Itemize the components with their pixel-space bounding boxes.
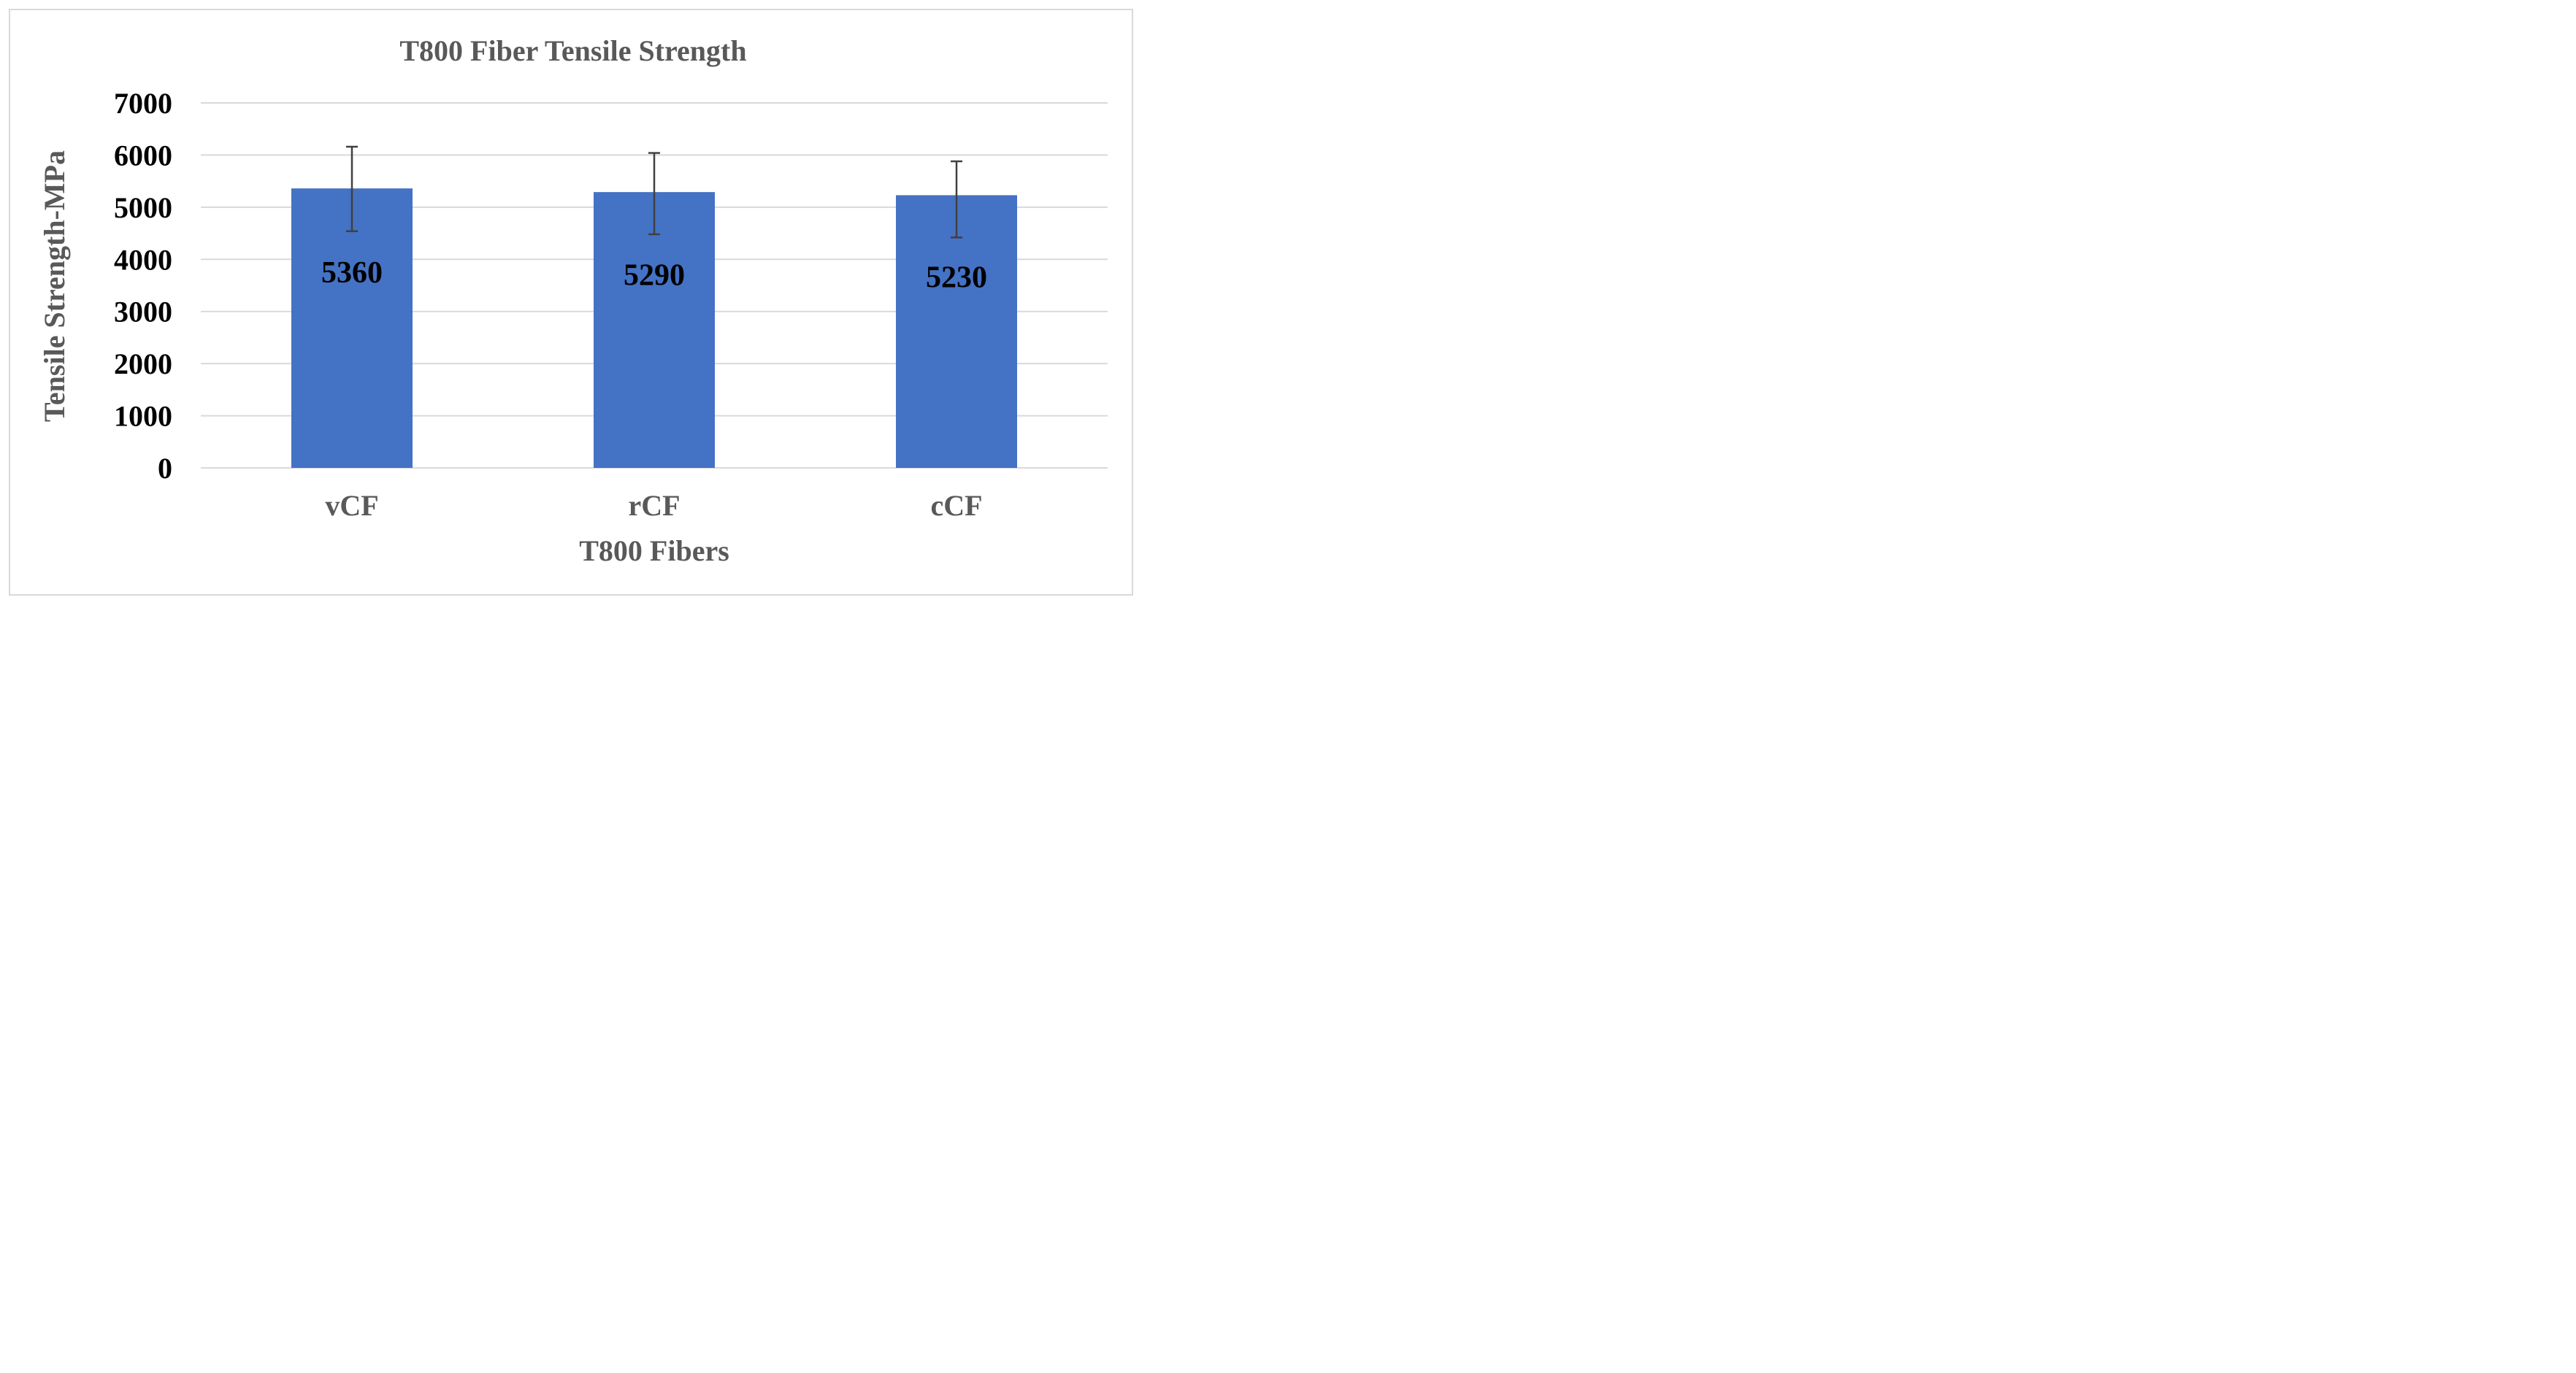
y-axis-title: Tensile Strength-MPa — [38, 150, 71, 422]
data-label-vCF: 5360 — [321, 256, 383, 290]
data-labels: 5360 5290 5230 — [321, 256, 987, 295]
x-tick-label-vCF: vCF — [325, 489, 378, 522]
error-bar-cCF — [951, 160, 962, 239]
bars — [291, 188, 1017, 468]
y-tick-label: 6000 — [114, 139, 172, 172]
bar-cCF — [896, 195, 1017, 468]
error-bar-rCF — [648, 152, 660, 236]
x-tick-label-rCF: rCF — [628, 489, 680, 522]
x-axis-title: T800 Fibers — [579, 534, 729, 567]
y-tick-label: 4000 — [114, 243, 172, 276]
y-tick-label: 7000 — [114, 87, 172, 120]
chart-title: T800 Fiber Tensile Strength — [399, 34, 746, 67]
bar-chart: T800 Fiber Tensile Strength 0 1000 2000 300… — [38, 34, 1108, 567]
data-label-rCF: 5290 — [624, 259, 685, 293]
y-tick-label: 5000 — [114, 191, 172, 224]
y-tick-label: 0 — [158, 452, 172, 485]
bar-vCF — [291, 188, 413, 468]
error-bars — [346, 145, 962, 239]
bar-rCF — [594, 192, 715, 468]
y-tick-label: 2000 — [114, 347, 172, 380]
error-bar-vCF — [346, 145, 358, 232]
y-axis-tick-labels: 0 1000 2000 3000 4000 5000 6000 7000 — [114, 87, 172, 485]
data-label-cCF: 5230 — [926, 261, 987, 295]
y-tick-label: 3000 — [114, 296, 172, 328]
x-axis-tick-labels: vCF rCF cCF — [325, 489, 982, 522]
x-tick-label-cCF: cCF — [930, 489, 982, 522]
y-tick-label: 1000 — [114, 400, 172, 433]
